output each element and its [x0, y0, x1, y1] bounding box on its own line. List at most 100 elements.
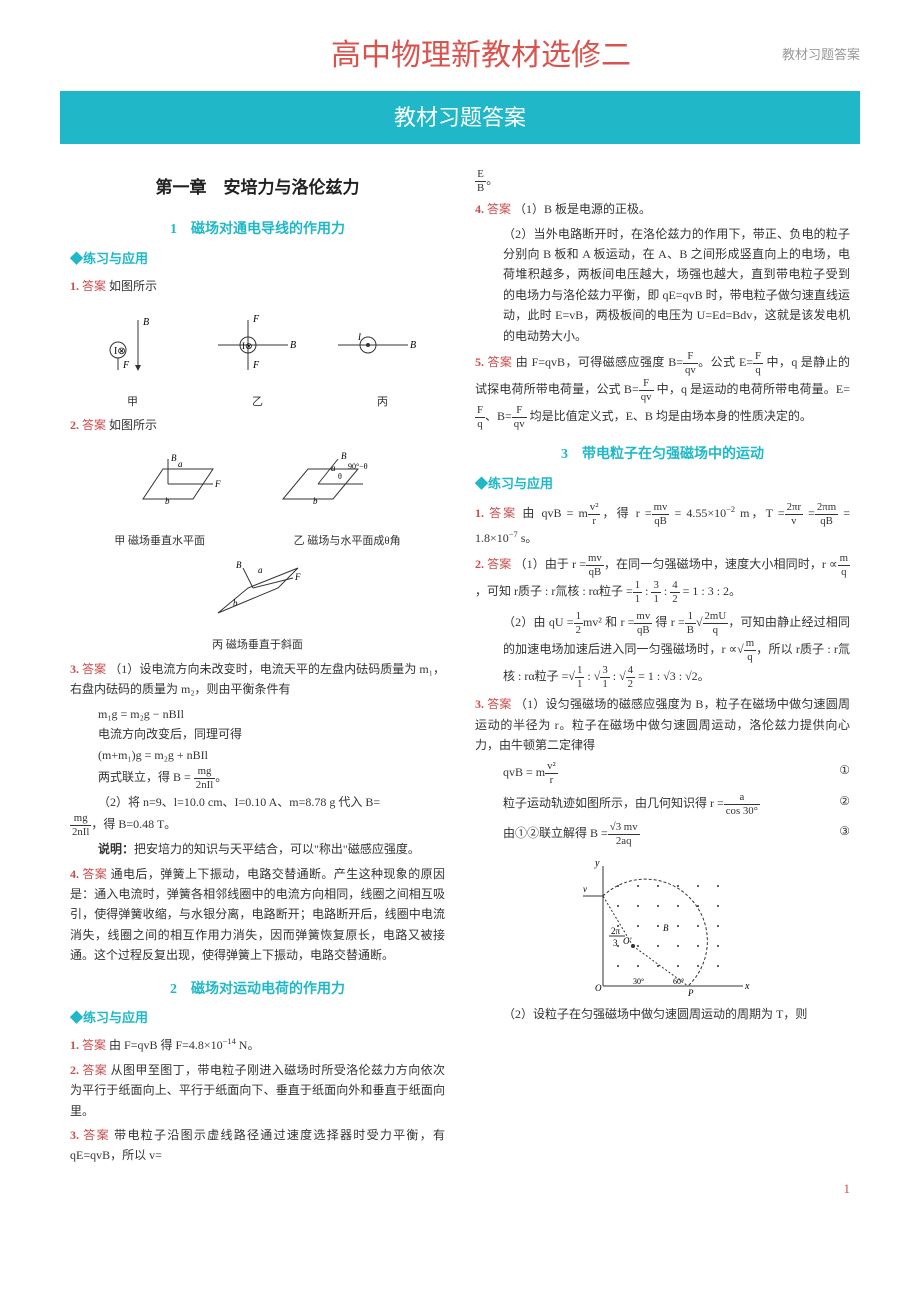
formula: m₁g = m₂g − nBIl: [98, 704, 445, 724]
s3-item3: 3. 答案 （1）设匀强磁场的磁感应强度为 B，粒子在磁场中做匀速圆周运动的半径…: [475, 694, 850, 755]
s2-item4-p2: （2）当外电路断开时，在洛伦兹力的作用下，带正、负电的粒子分别向 B 板和 A …: [503, 224, 850, 346]
s2-item4: 4. 答案 （1）B 板是电源的正极。: [475, 199, 850, 219]
svg-text:30°: 30°: [633, 977, 644, 986]
s1-item2: 2. 答案 如图所示: [70, 415, 445, 435]
main-title: 高中物理新教材选修二: [180, 30, 782, 81]
svg-text:b: b: [313, 496, 318, 506]
diagram-label: 丙: [377, 393, 388, 412]
item-text: （1）设匀强磁场的磁感应强度为 B，粒子在磁场中做匀速圆周运动的半径为 r。粒子…: [475, 697, 850, 752]
formula: qvB = mv²r ①: [503, 760, 850, 787]
s1-diagram2c: Ba Fb: [198, 558, 318, 628]
item-num: 3.: [475, 697, 484, 711]
section3-title: 3 带电粒子在匀强磁场中的运动: [475, 443, 850, 467]
formula: (m+m₁)g = m₂g + nBIl: [98, 745, 445, 765]
page-header: 高中物理新教材选修二 教材习题答案: [0, 0, 920, 91]
svg-text:B: B: [663, 923, 669, 933]
item-text: 从图甲至图丁，带电粒子刚进入磁场时所受洛伦兹力方向依次为平行于纸面向上、平行于纸…: [70, 1063, 445, 1118]
diagram-label: 甲 磁场垂直水平面: [114, 532, 205, 551]
svg-text:a: a: [331, 463, 336, 473]
text-line: （2）将 n=9、l=10.0 cm、I=0.10 A、m=8.78 g 代入 …: [98, 792, 445, 812]
item-num: 3.: [70, 662, 79, 676]
s3-diagram: x y O' B v 2π 3 O 30° 60° P: [573, 856, 753, 996]
s3-item2: 2. 答案 （1）由于 r =mvqB，在同一匀强磁场中，速度大小相同时，r ∝…: [475, 552, 850, 606]
item-num: 1.: [70, 279, 79, 293]
svg-text:b: b: [233, 598, 238, 608]
diagram-label: 丙 磁场垂直于斜面: [70, 636, 445, 655]
ans-label: 答案: [487, 557, 511, 571]
svg-text:v: v: [583, 884, 587, 894]
practice-label: ◆练习与应用: [70, 248, 445, 270]
svg-text:y: y: [594, 858, 600, 869]
diagram-label: 乙 磁场与水平面成θ角: [294, 532, 401, 551]
item-num: 1.: [475, 506, 484, 520]
left-column: 第一章 安培力与洛伦兹力 1 磁场对通电导线的作用力 ◆练习与应用 1. 答案 …: [70, 164, 445, 1169]
explain-line: 说明：把安培力的知识与天平结合，可以"称出"磁感应强度。: [98, 839, 445, 859]
text-line: 由①②联立解得 B =√3 mv2aq ③: [503, 821, 850, 848]
svg-text:a: a: [178, 459, 183, 469]
svg-text:3: 3: [613, 938, 618, 948]
svg-text:B: B: [341, 451, 347, 461]
item-num: 2.: [70, 418, 79, 432]
text-line: mg2nIl，得 B=0.48 T。: [70, 812, 445, 839]
item-text: 带电粒子沿图示虚线路径通过速度选择器时受力平衡，有 qE=qvB，所以 v=: [70, 1128, 445, 1162]
item-num: 2.: [70, 1063, 79, 1077]
item-num: 2.: [475, 557, 484, 571]
item-text: 如图所示: [109, 279, 157, 293]
svg-text:90°−θ: 90°−θ: [348, 462, 368, 471]
svg-text:2π: 2π: [611, 926, 621, 936]
svg-text:θ: θ: [338, 472, 342, 481]
s1-item1: 1. 答案 如图所示: [70, 276, 445, 296]
s2-item5: 5. 答案 由 F=qvB，可得磁感应强度 B=Fqv。公式 E=Fq 中，q …: [475, 350, 850, 431]
svg-text:a: a: [258, 565, 263, 575]
svg-text:F: F: [252, 314, 260, 325]
ans-label: 答案: [487, 355, 512, 369]
item-text: 如图所示: [109, 418, 157, 432]
item-text: 通电后，弹簧上下振动，电路交替通断。产生这种现象的原因是：通入电流时，弹簧各相邻…: [70, 867, 445, 963]
svg-text:x: x: [744, 981, 750, 992]
svg-text:F: F: [294, 572, 301, 582]
svg-text:F: F: [214, 479, 221, 489]
s2-item3-cont: EB。: [475, 168, 850, 195]
page-number: 1: [0, 1170, 920, 1208]
s1-diagram2: BaFb Baθ90°−θb: [70, 444, 445, 524]
section2-title: 2 磁场对运动电荷的作用力: [70, 978, 445, 1002]
item-text: 由 F=qvB 得 F=4.8×10: [109, 1038, 223, 1052]
svg-text:F: F: [252, 360, 260, 371]
svg-text:O: O: [595, 983, 602, 993]
section1-title: 1 磁场对通电导线的作用力: [70, 218, 445, 242]
svg-text:F: F: [122, 360, 130, 371]
item-num: 5.: [475, 355, 484, 369]
svg-text:B: B: [236, 560, 242, 570]
ans-label: 答案: [82, 662, 106, 676]
ans-label: 答案: [489, 506, 517, 520]
content-columns: 第一章 安培力与洛伦兹力 1 磁场对通电导线的作用力 ◆练习与应用 1. 答案 …: [0, 164, 920, 1169]
ans-label: 答案: [82, 1063, 107, 1077]
s1-item4: 4. 答案 通电后，弹簧上下振动，电路交替通断。产生这种现象的原因是：通入电流时…: [70, 864, 445, 966]
svg-text:I⊗: I⊗: [242, 341, 253, 351]
item-num: 4.: [70, 867, 79, 881]
ans-label: 答案: [487, 202, 511, 216]
diagram-label: 甲: [127, 393, 138, 412]
diagram-label: 乙: [252, 393, 263, 412]
practice-label: ◆练习与应用: [475, 473, 850, 495]
s3-item3-p4: （2）设粒子在匀强磁场中做匀速圆周运动的周期为 T，则: [503, 1004, 850, 1024]
ans-label: 答案: [83, 1128, 110, 1142]
svg-text:P: P: [687, 988, 694, 996]
s3-item2-p2: （2）由 qU =12mv² 和 r =mvqB 得 r =1B√2mUq，可知…: [503, 610, 850, 691]
item-num: 4.: [475, 202, 484, 216]
banner-title: 教材习题答案: [60, 91, 860, 144]
s1-item3: 3. 答案 （1）设电流方向未改变时，电流天平的左盘内砝码质量为 m₁，右盘内砝…: [70, 659, 445, 700]
svg-text:B: B: [171, 453, 177, 463]
item-text: （1）设电流方向未改变时，电流天平的左盘内砝码质量为 m₁，右盘内砝码的质量为 …: [70, 662, 445, 696]
header-right-label: 教材习题答案: [782, 44, 860, 66]
ans-label: 答案: [82, 279, 106, 293]
practice-label: ◆练习与应用: [70, 1007, 445, 1029]
right-column: EB。 4. 答案 （1）B 板是电源的正极。 （2）当外电路断开时，在洛伦兹力…: [475, 164, 850, 1169]
text-line: 粒子运动轨迹如图所示，由几何知识得 r =acos 30° ②: [503, 791, 850, 818]
s1-diagram1: BI⊗F FBI⊗F BI: [70, 305, 445, 385]
ans-label: 答案: [487, 697, 511, 711]
chapter-title: 第一章 安培力与洛伦兹力: [70, 174, 445, 203]
svg-text:B: B: [143, 317, 149, 328]
s2-item1: 1. 答案 由 F=qvB 得 F=4.8×10−14 N。: [70, 1035, 445, 1055]
item-text: （1）B 板是电源的正极。: [514, 202, 651, 216]
